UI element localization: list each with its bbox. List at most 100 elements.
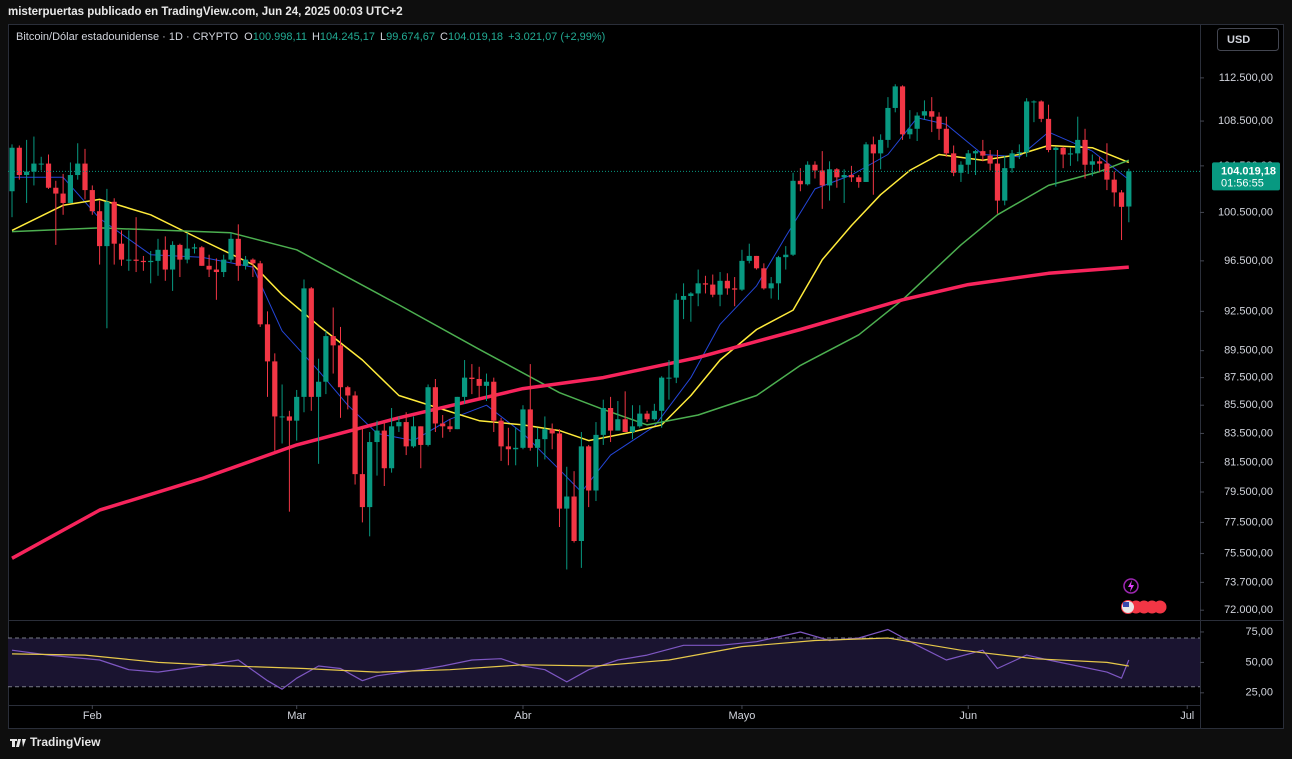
- candle-body: [680, 295, 687, 300]
- candle-body: [126, 259, 132, 261]
- legend-key: L: [380, 31, 386, 43]
- candle-body: [848, 175, 855, 178]
- candle-body: [885, 107, 891, 140]
- candle-body: [943, 128, 949, 154]
- candle-body: [301, 288, 307, 397]
- candle-body: [899, 86, 906, 135]
- y-tick-label: 77.500,00: [1224, 516, 1273, 528]
- legend-value: 104.019,18: [448, 31, 503, 43]
- candle-body: [753, 255, 760, 269]
- candle-body: [286, 416, 292, 421]
- candle-body: [308, 288, 314, 397]
- candle-body: [403, 422, 409, 447]
- x-tick-label: Mar: [287, 710, 306, 722]
- candle-body: [936, 116, 942, 129]
- candle-body: [666, 377, 672, 379]
- rsi-band: [8, 638, 1200, 687]
- publisher: misterpuertas publicado en TradingView.c…: [8, 6, 403, 18]
- y-tick-label: 85.500,00: [1224, 399, 1273, 411]
- candle-body: [593, 434, 599, 491]
- candle-body: [717, 280, 723, 295]
- candle-body: [732, 288, 738, 290]
- candle-body: [1067, 153, 1074, 155]
- candle-body: [513, 447, 519, 450]
- candle-body: [330, 336, 336, 346]
- candle-body: [826, 169, 833, 186]
- candle-body: [724, 280, 730, 289]
- candle-body: [892, 86, 898, 108]
- candle-body: [878, 139, 884, 154]
- event-icon[interactable]: [1123, 578, 1139, 594]
- candle-body: [191, 247, 198, 249]
- candle-body: [505, 446, 511, 450]
- candle-body: [1031, 101, 1037, 103]
- candle-body: [1089, 161, 1095, 165]
- legend-key: H: [312, 31, 320, 43]
- candle-body: [812, 164, 818, 171]
- candle-body: [1002, 168, 1008, 201]
- rsi-pane: [8, 628, 1200, 690]
- candle-body: [805, 164, 811, 185]
- candle-body: [60, 193, 66, 203]
- candle-body: [761, 268, 767, 289]
- candle-body: [710, 284, 716, 295]
- y-tick-label: 108.500,00: [1218, 115, 1273, 127]
- candle-body: [958, 164, 964, 173]
- candle-body: [1075, 139, 1081, 154]
- flag-icons[interactable]: [1121, 600, 1167, 614]
- candle-body: [221, 259, 227, 273]
- candle-body: [578, 446, 584, 542]
- y-tick-label: 75,00: [1245, 626, 1273, 638]
- candle-body: [206, 265, 212, 270]
- candle-body: [929, 111, 935, 117]
- candle-body: [549, 429, 555, 434]
- candle-body: [797, 180, 803, 185]
- candle-body: [1126, 171, 1132, 207]
- candle-body: [783, 254, 789, 258]
- currency-label[interactable]: USD: [1227, 34, 1250, 46]
- candle-body: [1024, 101, 1030, 153]
- candle-body: [104, 201, 110, 247]
- candle-body: [834, 169, 840, 178]
- candle-body: [374, 430, 380, 443]
- candle-body: [702, 283, 709, 285]
- candle-body: [396, 422, 402, 427]
- candle-body: [31, 163, 37, 172]
- x-tick-label: Feb: [83, 710, 102, 722]
- candle-body: [461, 377, 468, 397]
- candle-body: [980, 151, 986, 156]
- candle-body: [1053, 147, 1059, 150]
- y-tick-label: 50,00: [1245, 656, 1273, 668]
- candle-body: [527, 409, 533, 448]
- candle-body: [600, 408, 606, 435]
- candle-body: [542, 429, 548, 440]
- candle-body: [476, 378, 482, 386]
- candle-body: [24, 171, 30, 176]
- y-tick-label: 96.500,00: [1224, 255, 1273, 267]
- legend: Bitcoin/Dólar estadounidense · 1D · CRYP…: [16, 31, 605, 43]
- candle-body: [454, 396, 460, 430]
- candle-body: [629, 426, 636, 433]
- candle-body: [951, 153, 957, 173]
- currency-button[interactable]: [1217, 28, 1279, 51]
- candle-body: [155, 249, 161, 261]
- y-tick-label: 25,00: [1245, 687, 1273, 699]
- candle-body: [257, 263, 263, 325]
- symbol: Bitcoin/Dólar estadounidense · 1D · CRYP…: [16, 31, 239, 43]
- candle-body: [746, 255, 752, 261]
- candle-body: [367, 442, 373, 508]
- candle-body: [359, 474, 365, 508]
- indicator-line: [11, 265, 1129, 560]
- candle-body: [82, 163, 88, 191]
- candle-body: [556, 433, 563, 509]
- candle-body: [16, 147, 22, 176]
- x-tick-label: Abr: [514, 710, 531, 722]
- candle-body: [914, 115, 920, 129]
- candle-body: [520, 409, 526, 448]
- candle-body: [856, 177, 862, 182]
- flag-canton: [1123, 602, 1129, 607]
- candle-body: [294, 396, 300, 421]
- candle-body: [819, 170, 825, 186]
- candle-body: [111, 201, 117, 244]
- legend-value: 99.674,67: [386, 31, 435, 43]
